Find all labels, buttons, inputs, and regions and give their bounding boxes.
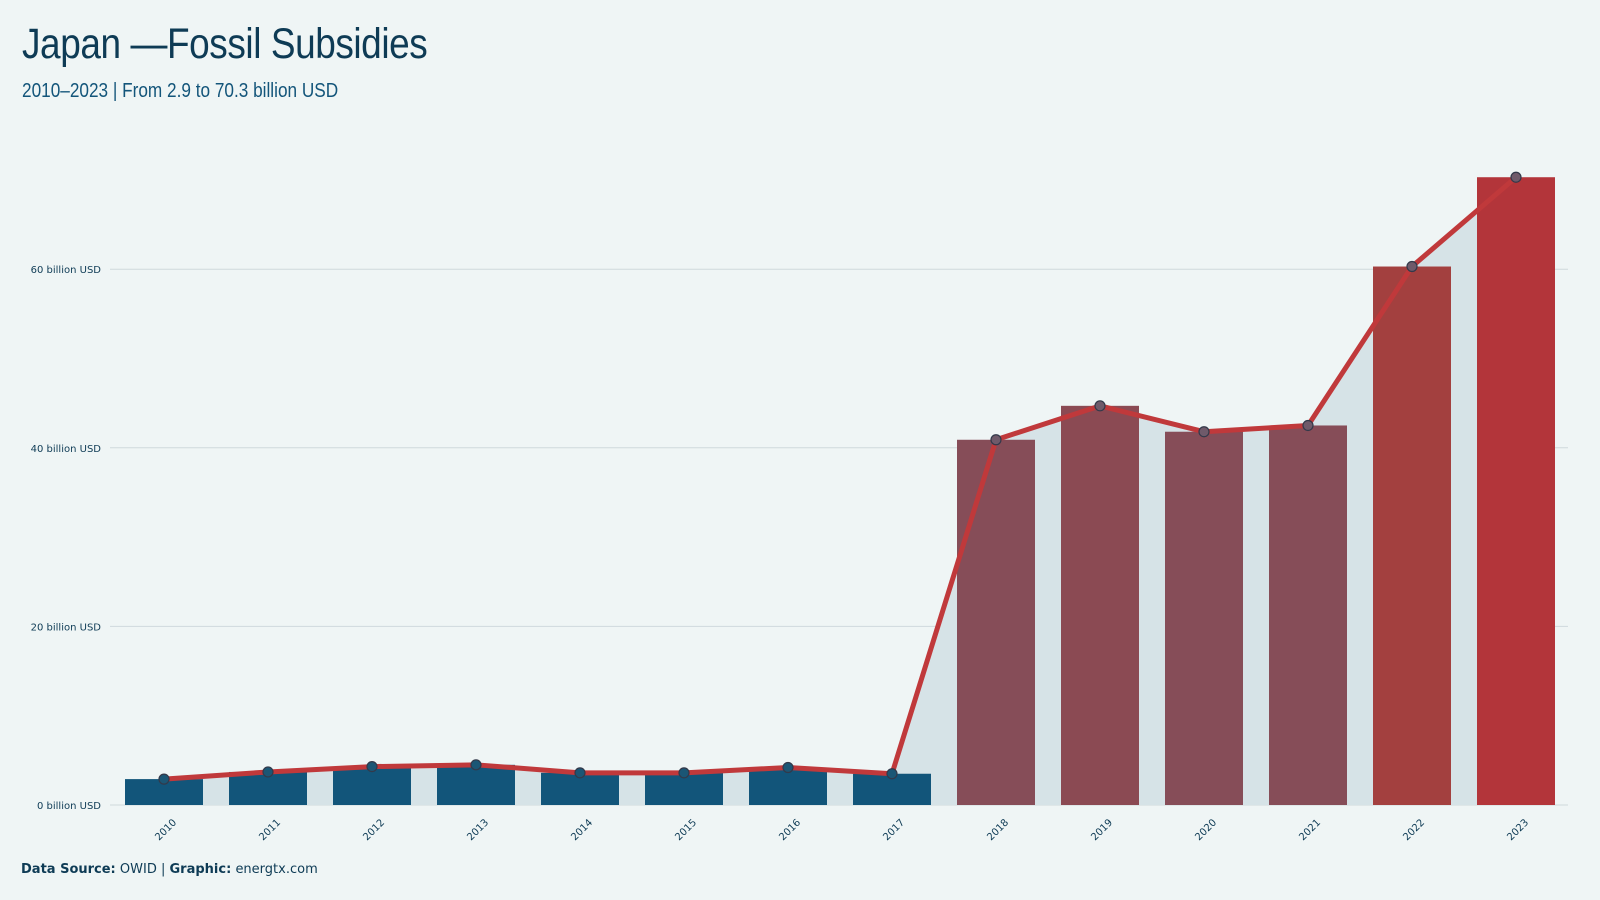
y-tick-label: 20 billion USD bbox=[31, 622, 102, 633]
footer-credits: Data Source: OWID | Graphic: energtx.com bbox=[21, 862, 318, 877]
x-tick-label: 2017 bbox=[881, 817, 907, 843]
marker-2015 bbox=[678, 767, 690, 779]
marker-2022 bbox=[1406, 260, 1418, 273]
y-axis-ticks: 0 billion USD 20 billion USD 40 billion US… bbox=[31, 265, 102, 812]
chart-title: Japan —Fossil Subsidies bbox=[22, 20, 428, 68]
bar-2012 bbox=[333, 766, 411, 805]
marker-2014 bbox=[574, 767, 586, 779]
marker-2011 bbox=[262, 766, 274, 778]
x-tick-label: 2022 bbox=[1401, 817, 1427, 843]
graphic-label: Graphic: bbox=[169, 862, 232, 877]
x-tick-label: 2019 bbox=[1089, 817, 1115, 843]
x-tick-label: 2013 bbox=[465, 817, 491, 843]
marker-2019 bbox=[1094, 400, 1106, 412]
bar-2019 bbox=[1061, 405, 1139, 805]
bar-2023 bbox=[1477, 177, 1555, 805]
marker-2023 bbox=[1510, 171, 1522, 183]
x-tick-label: 2010 bbox=[153, 817, 179, 843]
bar-2021 bbox=[1269, 425, 1347, 805]
x-tick-label: 2012 bbox=[361, 817, 387, 843]
bar-2013 bbox=[437, 764, 515, 805]
marker-2017 bbox=[886, 768, 898, 780]
bar-2016 bbox=[749, 767, 827, 805]
y-tick-label: 40 billion USD bbox=[31, 444, 102, 455]
marker-2012 bbox=[366, 761, 378, 773]
marker-2013 bbox=[470, 759, 482, 771]
source-label: Data Source: bbox=[21, 862, 116, 877]
y-tick-label: 60 billion USD bbox=[31, 265, 102, 276]
y-tick-label: 0 billion USD bbox=[37, 801, 101, 812]
marker-2010 bbox=[158, 773, 170, 785]
trend-line bbox=[161, 174, 1519, 782]
marker-2018 bbox=[990, 434, 1002, 446]
x-tick-label: 2018 bbox=[985, 817, 1011, 843]
footer-separator: | bbox=[160, 862, 166, 877]
bar-2018 bbox=[957, 439, 1035, 805]
bar-2020 bbox=[1165, 431, 1243, 805]
marker-2021 bbox=[1302, 419, 1314, 432]
x-tick-label: 2015 bbox=[673, 817, 699, 843]
chart-subtitle: 2010–2023 | From 2.9 to 70.3 billion USD bbox=[22, 80, 339, 102]
x-tick-label: 2023 bbox=[1505, 817, 1531, 843]
bar-layer bbox=[125, 177, 1555, 805]
source-value: OWID bbox=[119, 862, 157, 877]
x-tick-label: 2014 bbox=[569, 817, 595, 843]
graphic-value: energtx.com bbox=[235, 862, 318, 877]
marker-layer bbox=[158, 171, 1522, 785]
x-tick-label: 2020 bbox=[1193, 817, 1219, 843]
x-axis-ticks: 2010 2011 2012 2013 2014 2015 2016 2017 2018 2019… bbox=[153, 817, 1531, 843]
x-tick-label: 2021 bbox=[1297, 817, 1323, 843]
x-tick-label: 2016 bbox=[777, 817, 803, 843]
marker-2020 bbox=[1198, 426, 1210, 438]
marker-2016 bbox=[782, 761, 794, 774]
x-tick-label: 2011 bbox=[257, 817, 283, 843]
line-layer bbox=[161, 174, 1519, 782]
bar-2022 bbox=[1373, 266, 1451, 805]
